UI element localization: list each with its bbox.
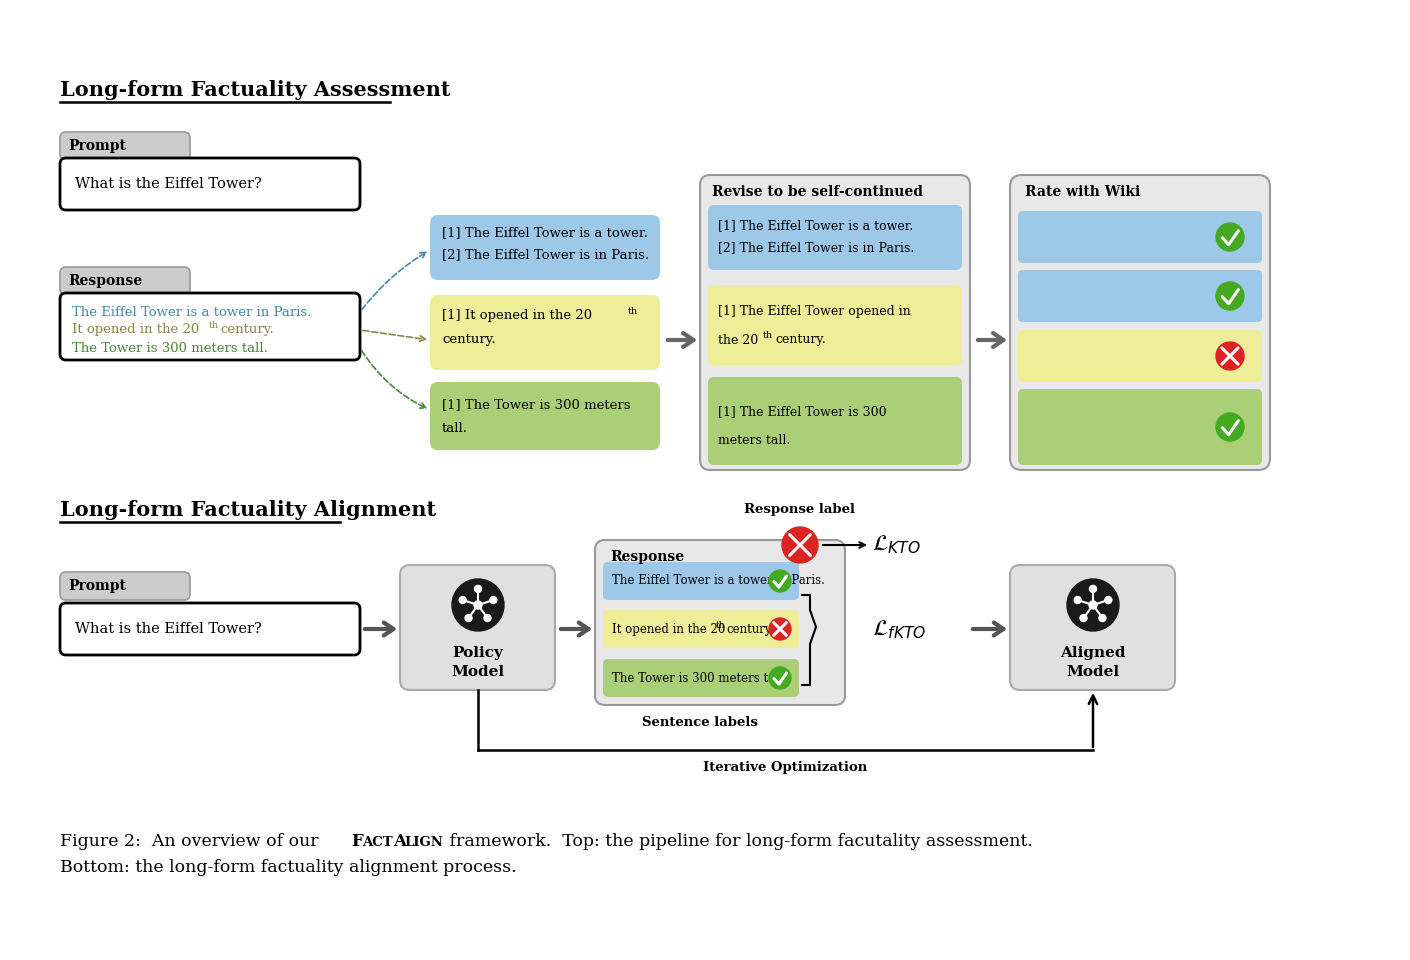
- Text: Figure 2:  An overview of our: Figure 2: An overview of our: [61, 833, 324, 851]
- Text: [2] The Eiffel Tower is in Paris.: [2] The Eiffel Tower is in Paris.: [718, 242, 914, 254]
- FancyBboxPatch shape: [603, 562, 799, 600]
- FancyBboxPatch shape: [61, 293, 360, 360]
- Circle shape: [1215, 223, 1244, 251]
- FancyBboxPatch shape: [1018, 389, 1262, 465]
- Text: th: th: [209, 322, 219, 330]
- Text: [1] The Eiffel Tower is 300: [1] The Eiffel Tower is 300: [718, 405, 887, 419]
- Circle shape: [475, 586, 481, 592]
- Text: [1] It opened in the 20: [1] It opened in the 20: [441, 308, 592, 322]
- FancyBboxPatch shape: [1010, 175, 1270, 470]
- Text: century.: century.: [726, 622, 774, 636]
- Text: [1] The Eiffel Tower is a tower.: [1] The Eiffel Tower is a tower.: [718, 220, 914, 232]
- Text: ACT: ACT: [362, 835, 392, 849]
- Text: It opened in the 20: It opened in the 20: [72, 324, 199, 337]
- Circle shape: [1098, 614, 1105, 621]
- Text: century.: century.: [776, 333, 826, 347]
- Circle shape: [1105, 596, 1112, 604]
- Text: It opened in the 20: It opened in the 20: [612, 622, 725, 636]
- Text: tall.: tall.: [441, 421, 468, 435]
- Text: the 20: the 20: [718, 333, 759, 347]
- FancyBboxPatch shape: [400, 565, 556, 690]
- Text: Prompt: Prompt: [68, 139, 125, 153]
- Text: Response label: Response label: [744, 503, 856, 516]
- Circle shape: [1215, 282, 1244, 310]
- FancyBboxPatch shape: [708, 205, 962, 270]
- Circle shape: [768, 618, 791, 640]
- FancyBboxPatch shape: [699, 175, 970, 470]
- FancyBboxPatch shape: [708, 377, 962, 465]
- Text: Aligned: Aligned: [1060, 646, 1125, 660]
- Circle shape: [1067, 579, 1120, 631]
- Circle shape: [489, 596, 496, 604]
- Text: What is the Eiffel Tower?: What is the Eiffel Tower?: [75, 622, 262, 636]
- FancyBboxPatch shape: [61, 603, 360, 655]
- Text: [2] The Eiffel Tower is in Paris.: [2] The Eiffel Tower is in Paris.: [441, 249, 649, 261]
- Text: Long-form Factuality Alignment: Long-form Factuality Alignment: [61, 500, 436, 520]
- Text: The Eiffel Tower is a tower in Paris.: The Eiffel Tower is a tower in Paris.: [72, 305, 312, 319]
- FancyBboxPatch shape: [1018, 330, 1262, 382]
- Text: Iterative Optimization: Iterative Optimization: [702, 760, 867, 774]
- Text: The Tower is 300 meters tall.: The Tower is 300 meters tall.: [72, 342, 268, 354]
- Text: Bottom: the long-form factuality alignment process.: Bottom: the long-form factuality alignme…: [61, 858, 516, 876]
- Circle shape: [1215, 342, 1244, 370]
- Circle shape: [465, 614, 472, 621]
- Text: F: F: [351, 833, 362, 851]
- Text: The Eiffel Tower is a tower in Paris.: The Eiffel Tower is a tower in Paris.: [612, 574, 825, 588]
- FancyBboxPatch shape: [61, 572, 190, 600]
- FancyBboxPatch shape: [1018, 211, 1262, 263]
- Text: [1] The Eiffel Tower is a tower.: [1] The Eiffel Tower is a tower.: [441, 227, 649, 239]
- Circle shape: [1090, 586, 1097, 592]
- Text: th: th: [763, 331, 773, 341]
- Text: [1] The Tower is 300 meters: [1] The Tower is 300 meters: [441, 398, 630, 412]
- Circle shape: [460, 596, 467, 604]
- Text: Long-form Factuality Assessment: Long-form Factuality Assessment: [61, 80, 451, 100]
- Text: meters tall.: meters tall.: [718, 434, 790, 446]
- Text: Prompt: Prompt: [68, 579, 125, 593]
- Text: Response: Response: [68, 274, 142, 288]
- Circle shape: [783, 527, 818, 563]
- FancyBboxPatch shape: [603, 659, 799, 697]
- FancyBboxPatch shape: [708, 285, 962, 365]
- Text: century.: century.: [441, 333, 496, 347]
- Circle shape: [1215, 413, 1244, 441]
- FancyBboxPatch shape: [603, 610, 799, 648]
- FancyBboxPatch shape: [430, 382, 660, 450]
- FancyBboxPatch shape: [1010, 565, 1175, 690]
- Circle shape: [1080, 614, 1087, 621]
- Circle shape: [484, 614, 491, 621]
- Text: LIGN: LIGN: [405, 835, 443, 849]
- Circle shape: [1089, 601, 1097, 609]
- Text: th: th: [627, 306, 639, 316]
- Circle shape: [474, 601, 482, 609]
- FancyBboxPatch shape: [1018, 270, 1262, 322]
- Text: $\mathcal{L}_{fKTO}$: $\mathcal{L}_{fKTO}$: [871, 618, 926, 641]
- Circle shape: [768, 667, 791, 689]
- FancyBboxPatch shape: [595, 540, 845, 705]
- Text: A: A: [393, 833, 406, 851]
- Circle shape: [453, 579, 503, 631]
- Text: [1] The Eiffel Tower opened in: [1] The Eiffel Tower opened in: [718, 305, 911, 319]
- Text: The Tower is 300 meters tall.: The Tower is 300 meters tall.: [612, 671, 787, 684]
- Text: th: th: [716, 620, 726, 630]
- Text: Sentence labels: Sentence labels: [642, 715, 759, 729]
- Text: Rate with Wiki: Rate with Wiki: [1025, 185, 1141, 199]
- FancyBboxPatch shape: [61, 132, 190, 160]
- Circle shape: [768, 570, 791, 592]
- Text: Policy: Policy: [453, 646, 503, 660]
- FancyBboxPatch shape: [61, 158, 360, 210]
- FancyBboxPatch shape: [430, 215, 660, 280]
- Text: $\mathcal{L}_{KTO}$: $\mathcal{L}_{KTO}$: [871, 534, 921, 556]
- Text: Model: Model: [451, 665, 505, 679]
- Text: framework.  Top: the pipeline for long-form facutality assessment.: framework. Top: the pipeline for long-fo…: [444, 833, 1034, 851]
- FancyBboxPatch shape: [430, 295, 660, 370]
- Text: Response: Response: [611, 550, 684, 564]
- Text: Model: Model: [1066, 665, 1120, 679]
- Text: century.: century.: [220, 324, 274, 337]
- Text: Revise to be self-continued: Revise to be self-continued: [712, 185, 924, 199]
- Circle shape: [1074, 596, 1081, 604]
- Text: What is the Eiffel Tower?: What is the Eiffel Tower?: [75, 177, 262, 191]
- FancyBboxPatch shape: [61, 267, 190, 295]
